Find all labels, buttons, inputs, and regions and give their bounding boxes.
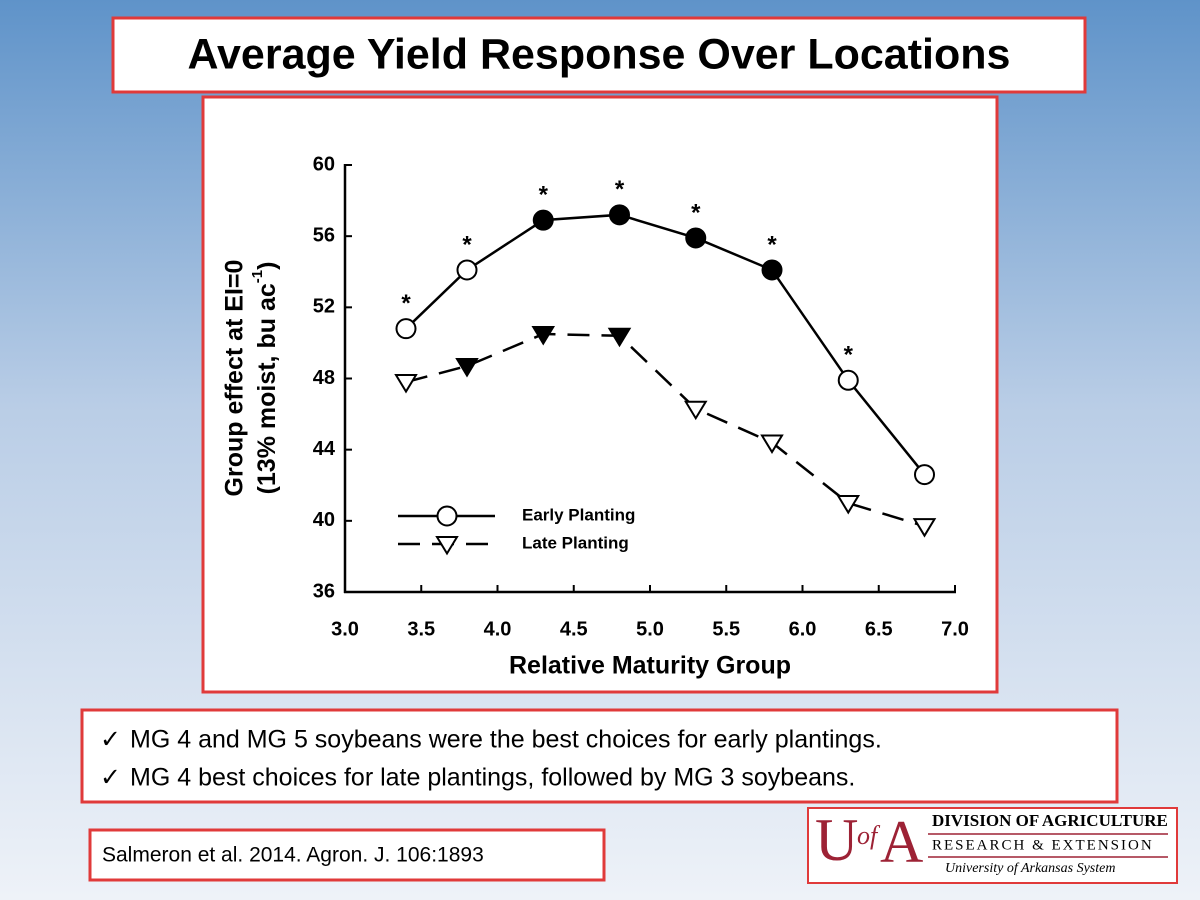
y-axis-label: Group effect at EI=0 bbox=[221, 260, 249, 497]
y-tick-label: 44 bbox=[313, 438, 336, 460]
marker bbox=[683, 400, 708, 421]
significance-label: * bbox=[767, 231, 777, 258]
x-tick-label: 7.0 bbox=[941, 618, 969, 640]
marker bbox=[914, 464, 935, 486]
y-axis-label: (13% moist, bu ac-1) bbox=[249, 262, 281, 495]
marker bbox=[609, 204, 630, 226]
bullet-check: ✓ bbox=[100, 764, 121, 792]
marker bbox=[912, 518, 937, 538]
title-box bbox=[111, 16, 1087, 94]
significance-label: * bbox=[844, 342, 854, 369]
y-tick-label: 36 bbox=[313, 580, 335, 602]
significance-label: * bbox=[539, 181, 549, 208]
chart-box bbox=[201, 95, 999, 694]
bullet-text: MG 4 best choices for late plantings, fo… bbox=[130, 764, 855, 792]
logo-line2: RESEARCH & EXTENSION bbox=[932, 837, 1154, 853]
marker bbox=[395, 318, 417, 340]
y-tick-label: 56 bbox=[313, 224, 335, 246]
plot: 36 40 44 48 52 56 60 3.0 3.5 4.0 4.5 5.0 5.5 6.0 6.5 7.… bbox=[313, 153, 969, 640]
y-tick-label: 52 bbox=[313, 296, 335, 318]
marker bbox=[532, 209, 554, 231]
marker bbox=[455, 358, 479, 378]
marker bbox=[394, 374, 418, 394]
significance-label: * bbox=[691, 199, 701, 226]
logo-of: of bbox=[857, 821, 881, 850]
marker bbox=[531, 326, 556, 346]
marker bbox=[836, 495, 861, 515]
bullet-check: ✓ bbox=[100, 726, 121, 754]
y-tick-label: 48 bbox=[313, 367, 335, 389]
citation-box bbox=[88, 828, 606, 882]
x-tick-label: 4.5 bbox=[560, 618, 588, 640]
legend-marker bbox=[435, 536, 459, 556]
marker bbox=[456, 259, 478, 281]
logo-line1: DIVISION OF AGRICULTURE bbox=[932, 811, 1168, 830]
marker bbox=[685, 227, 707, 249]
y-tick-label: 60 bbox=[313, 153, 335, 175]
logo-u: U bbox=[815, 807, 858, 873]
x-tick-label: 5.0 bbox=[636, 618, 664, 640]
logo-box bbox=[807, 807, 1178, 884]
marker bbox=[761, 259, 783, 281]
significance-label: * bbox=[462, 231, 472, 258]
y-axis-label-sup: -1 bbox=[249, 270, 266, 283]
x-tick-label: 4.0 bbox=[484, 618, 512, 640]
legend-label: Late Planting bbox=[522, 533, 629, 552]
legend-marker bbox=[436, 505, 458, 527]
logo-line3: University of Arkansas System bbox=[945, 861, 1115, 876]
significance-label: * bbox=[615, 176, 625, 203]
logo-a: A bbox=[880, 809, 923, 875]
series-line bbox=[405, 213, 926, 476]
y-axis-label-part: (13% moist, bu ac bbox=[253, 283, 281, 494]
marker bbox=[837, 369, 859, 391]
marker bbox=[607, 327, 632, 348]
x-tick-label: 6.5 bbox=[865, 618, 893, 640]
slide-title: Average Yield Response Over Locations bbox=[188, 30, 1011, 78]
x-tick-label: 6.0 bbox=[789, 618, 817, 640]
marker bbox=[760, 434, 784, 454]
x-axis-label: Relative Maturity Group bbox=[509, 652, 791, 680]
citation: Salmeron et al. 2014. Agron. J. 106:1893 bbox=[102, 844, 484, 867]
bullets-box bbox=[80, 708, 1119, 804]
x-tick-label: 5.5 bbox=[712, 618, 740, 640]
x-tick-label: 3.0 bbox=[331, 618, 359, 640]
bullet-text: MG 4 and MG 5 soybeans were the best cho… bbox=[130, 726, 882, 754]
x-tick-label: 3.5 bbox=[407, 618, 435, 640]
y-axis-label-part: ) bbox=[253, 262, 281, 270]
significance-label: * bbox=[401, 290, 411, 317]
series-line bbox=[405, 332, 925, 528]
legend-label: Early Planting bbox=[522, 505, 635, 524]
y-tick-label: 40 bbox=[313, 509, 335, 531]
